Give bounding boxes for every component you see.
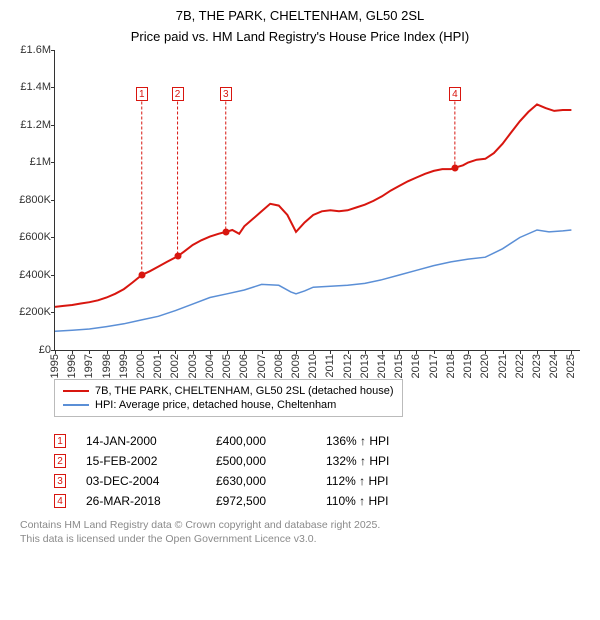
sale-row: 2 15-FEB-2002 £500,000 132% ↑ HPI xyxy=(54,451,590,471)
sale-price: £972,500 xyxy=(216,494,306,508)
x-axis-label: 2004 xyxy=(204,354,216,378)
sale-marker-box: 3 xyxy=(220,87,232,101)
x-axis-label: 2025 xyxy=(565,354,577,378)
sales-table: 1 14-JAN-2000 £400,000 136% ↑ HPI 2 15-FEB-20… xyxy=(54,431,590,511)
sale-pct: 136% ↑ HPI xyxy=(326,434,436,448)
sale-row: 3 03-DEC-2004 £630,000 112% ↑ HPI xyxy=(54,471,590,491)
sale-pct: 112% ↑ HPI xyxy=(326,474,436,488)
y-axis-label: £1.4M xyxy=(11,81,51,93)
x-axis-label: 2013 xyxy=(359,354,371,378)
sale-pct: 132% ↑ HPI xyxy=(326,454,436,468)
x-axis-label: 2010 xyxy=(307,354,319,378)
y-tick xyxy=(51,237,55,238)
x-axis-label: 2017 xyxy=(428,354,440,378)
footnote-line1: Contains HM Land Registry data © Crown c… xyxy=(20,519,580,533)
sale-marker-point xyxy=(174,253,181,260)
x-axis-label: 2023 xyxy=(531,354,543,378)
footnote-line2: This data is licensed under the Open Gov… xyxy=(20,533,580,547)
y-tick xyxy=(51,312,55,313)
y-axis-label: £200K xyxy=(11,306,51,318)
y-tick xyxy=(51,125,55,126)
x-axis-label: 2006 xyxy=(238,354,250,378)
legend-label: HPI: Average price, detached house, Chel… xyxy=(95,399,336,411)
x-axis-label: 2011 xyxy=(324,354,336,378)
legend-label: 7B, THE PARK, CHELTENHAM, GL50 2SL (deta… xyxy=(95,385,394,397)
sale-row-number: 1 xyxy=(54,434,66,448)
x-axis-label: 2012 xyxy=(342,354,354,378)
sale-marker-point xyxy=(138,271,145,278)
x-axis-label: 2001 xyxy=(152,354,164,378)
sale-row: 4 26-MAR-2018 £972,500 110% ↑ HPI xyxy=(54,491,590,511)
sale-date: 14-JAN-2000 xyxy=(86,434,196,448)
legend-item: HPI: Average price, detached house, Chel… xyxy=(63,398,394,412)
legend-item: 7B, THE PARK, CHELTENHAM, GL50 2SL (deta… xyxy=(63,384,394,398)
y-tick xyxy=(51,200,55,201)
sale-pct: 110% ↑ HPI xyxy=(326,494,436,508)
y-axis-label: £0 xyxy=(11,344,51,356)
x-axis-label: 2015 xyxy=(393,354,405,378)
x-axis-label: 2024 xyxy=(548,354,560,378)
legend-swatch xyxy=(63,390,89,392)
y-tick xyxy=(51,50,55,51)
x-axis-label: 1995 xyxy=(49,354,61,378)
series-line xyxy=(55,230,571,331)
series-line xyxy=(55,104,571,307)
y-tick xyxy=(51,162,55,163)
chart-lines xyxy=(55,50,580,350)
footnote: Contains HM Land Registry data © Crown c… xyxy=(20,519,580,546)
x-axis-label: 1999 xyxy=(118,354,130,378)
y-axis-label: £1.2M xyxy=(11,119,51,131)
x-axis-label: 2003 xyxy=(187,354,199,378)
y-axis-label: £800K xyxy=(11,194,51,206)
x-axis-label: 1996 xyxy=(66,354,78,378)
plot-area: £0£200K£400K£600K£800K£1M£1.2M£1.4M£1.6M… xyxy=(54,50,580,351)
x-axis-label: 2009 xyxy=(290,354,302,378)
chart-title-line2: Price paid vs. HM Land Registry's House … xyxy=(10,29,590,44)
x-axis-label: 2022 xyxy=(514,354,526,378)
sale-price: £500,000 xyxy=(216,454,306,468)
sale-date: 26-MAR-2018 xyxy=(86,494,196,508)
x-axis-label: 2000 xyxy=(135,354,147,378)
chart-title-line1: 7B, THE PARK, CHELTENHAM, GL50 2SL xyxy=(10,8,590,25)
y-axis-label: £400K xyxy=(11,269,51,281)
sale-marker-box: 4 xyxy=(449,87,461,101)
sale-row: 1 14-JAN-2000 £400,000 136% ↑ HPI xyxy=(54,431,590,451)
chart-container: 7B, THE PARK, CHELTENHAM, GL50 2SL Price… xyxy=(0,0,600,552)
x-axis-label: 1998 xyxy=(101,354,113,378)
sale-marker-box: 1 xyxy=(136,87,148,101)
x-axis-label: 2019 xyxy=(462,354,474,378)
x-axis-label: 2008 xyxy=(273,354,285,378)
sale-marker-box: 2 xyxy=(172,87,184,101)
x-axis-label: 2018 xyxy=(445,354,457,378)
x-axis-label: 2007 xyxy=(256,354,268,378)
x-axis-label: 1997 xyxy=(83,354,95,378)
x-axis-label: 2014 xyxy=(376,354,388,378)
y-axis-label: £600K xyxy=(11,231,51,243)
sale-row-number: 4 xyxy=(54,494,66,508)
sale-marker-point xyxy=(222,228,229,235)
y-axis-label: £1M xyxy=(11,156,51,168)
x-axis-label: 2021 xyxy=(497,354,509,378)
x-axis-label: 2020 xyxy=(479,354,491,378)
x-axis-label: 2016 xyxy=(410,354,422,378)
legend-swatch xyxy=(63,404,89,406)
sale-row-number: 2 xyxy=(54,454,66,468)
sale-price: £400,000 xyxy=(216,434,306,448)
x-axis-label: 2005 xyxy=(221,354,233,378)
sale-date: 03-DEC-2004 xyxy=(86,474,196,488)
sale-row-number: 3 xyxy=(54,474,66,488)
y-axis-label: £1.6M xyxy=(11,44,51,56)
sale-price: £630,000 xyxy=(216,474,306,488)
sale-marker-point xyxy=(451,164,458,171)
y-tick xyxy=(51,275,55,276)
x-axis-label: 2002 xyxy=(169,354,181,378)
sale-date: 15-FEB-2002 xyxy=(86,454,196,468)
y-tick xyxy=(51,87,55,88)
legend: 7B, THE PARK, CHELTENHAM, GL50 2SL (deta… xyxy=(54,379,403,417)
